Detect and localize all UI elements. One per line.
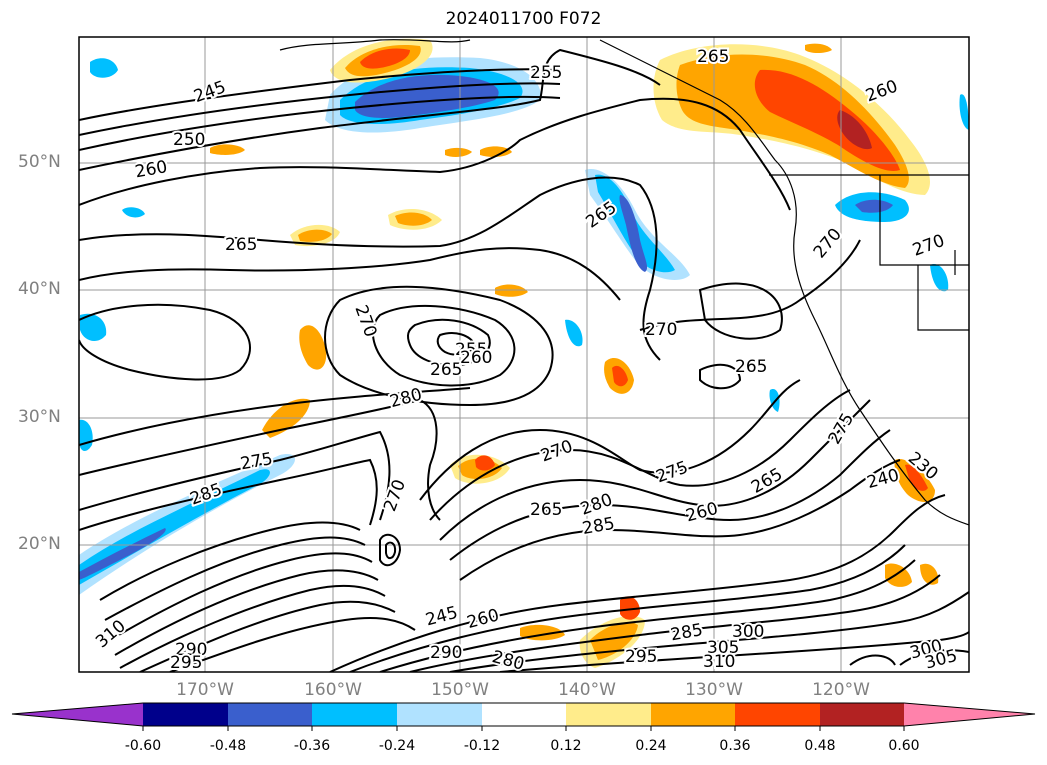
lon-label: 170°W <box>176 680 234 700</box>
coastlines <box>279 39 969 526</box>
colorbar-tick-label: -0.60 <box>124 738 162 754</box>
colorbar-bin <box>228 703 312 726</box>
colorbar-over-triangle <box>904 703 1035 726</box>
contour-label: 265 <box>430 360 462 380</box>
contour-label: 265 <box>735 357 767 377</box>
lon-label: 130°W <box>685 680 743 700</box>
contour-label: 265 <box>697 47 729 67</box>
colorbar-tick-label: 0.48 <box>804 738 836 754</box>
colorbar <box>11 702 1036 731</box>
height-contours <box>79 48 969 672</box>
colorbar-under-triangle <box>12 703 143 726</box>
colorbar-tick-label: 0.24 <box>635 738 667 754</box>
colorbar-bin <box>566 703 651 726</box>
contour-label: 295 <box>625 647 657 667</box>
colorbar-tick-label: -0.48 <box>209 738 247 754</box>
lat-label: 30°N <box>18 407 61 427</box>
contour-label: 295 <box>170 653 202 673</box>
contour-label: 270 <box>645 320 677 340</box>
shaded-anomaly-fields <box>79 38 969 668</box>
lon-label: 140°W <box>558 680 616 700</box>
colorbar-tick-label: -0.24 <box>378 738 416 754</box>
contour-label: 310 <box>703 652 735 672</box>
colorbar-tick-label: 0.12 <box>550 738 582 754</box>
contour-label: 260 <box>460 348 492 368</box>
colorbar-bin <box>143 703 228 726</box>
colorbar-bin <box>397 703 482 726</box>
contour-label: 255 <box>455 340 487 360</box>
map-frame <box>78 36 970 673</box>
contour-label: 300 <box>732 622 764 642</box>
contour-label: 265 <box>530 500 562 520</box>
contour-label: 305 <box>707 638 739 658</box>
colorbar-bin <box>820 703 904 726</box>
colorbar-tick-label: 0.36 <box>719 738 751 754</box>
contour-label: 260 <box>133 157 168 182</box>
contour-label: 250 <box>173 130 205 150</box>
contour-label: 265 <box>225 235 257 255</box>
colorbar-bin <box>482 703 566 726</box>
lat-label: 20°N <box>18 534 61 554</box>
colorbar-bin <box>651 703 735 726</box>
colorbar-tick-label: -0.36 <box>293 738 331 754</box>
lon-label: 120°W <box>812 680 870 700</box>
colorbar-tick-label: 0.60 <box>888 738 920 754</box>
colorbar-bin <box>735 703 820 726</box>
map-title: 2024011700 F072 <box>445 9 602 29</box>
colorbar-bin <box>312 703 397 726</box>
contour-label: 290 <box>175 640 207 660</box>
lat-label: 50°N <box>18 152 61 172</box>
lat-label: 40°N <box>18 279 61 299</box>
lon-label: 160°W <box>304 680 362 700</box>
colorbar-tick-label: -0.12 <box>463 738 501 754</box>
contour-label: 290 <box>430 643 462 663</box>
contour-label: 255 <box>530 63 562 83</box>
lon-label: 150°W <box>431 680 489 700</box>
contour-label: 285 <box>669 620 704 645</box>
